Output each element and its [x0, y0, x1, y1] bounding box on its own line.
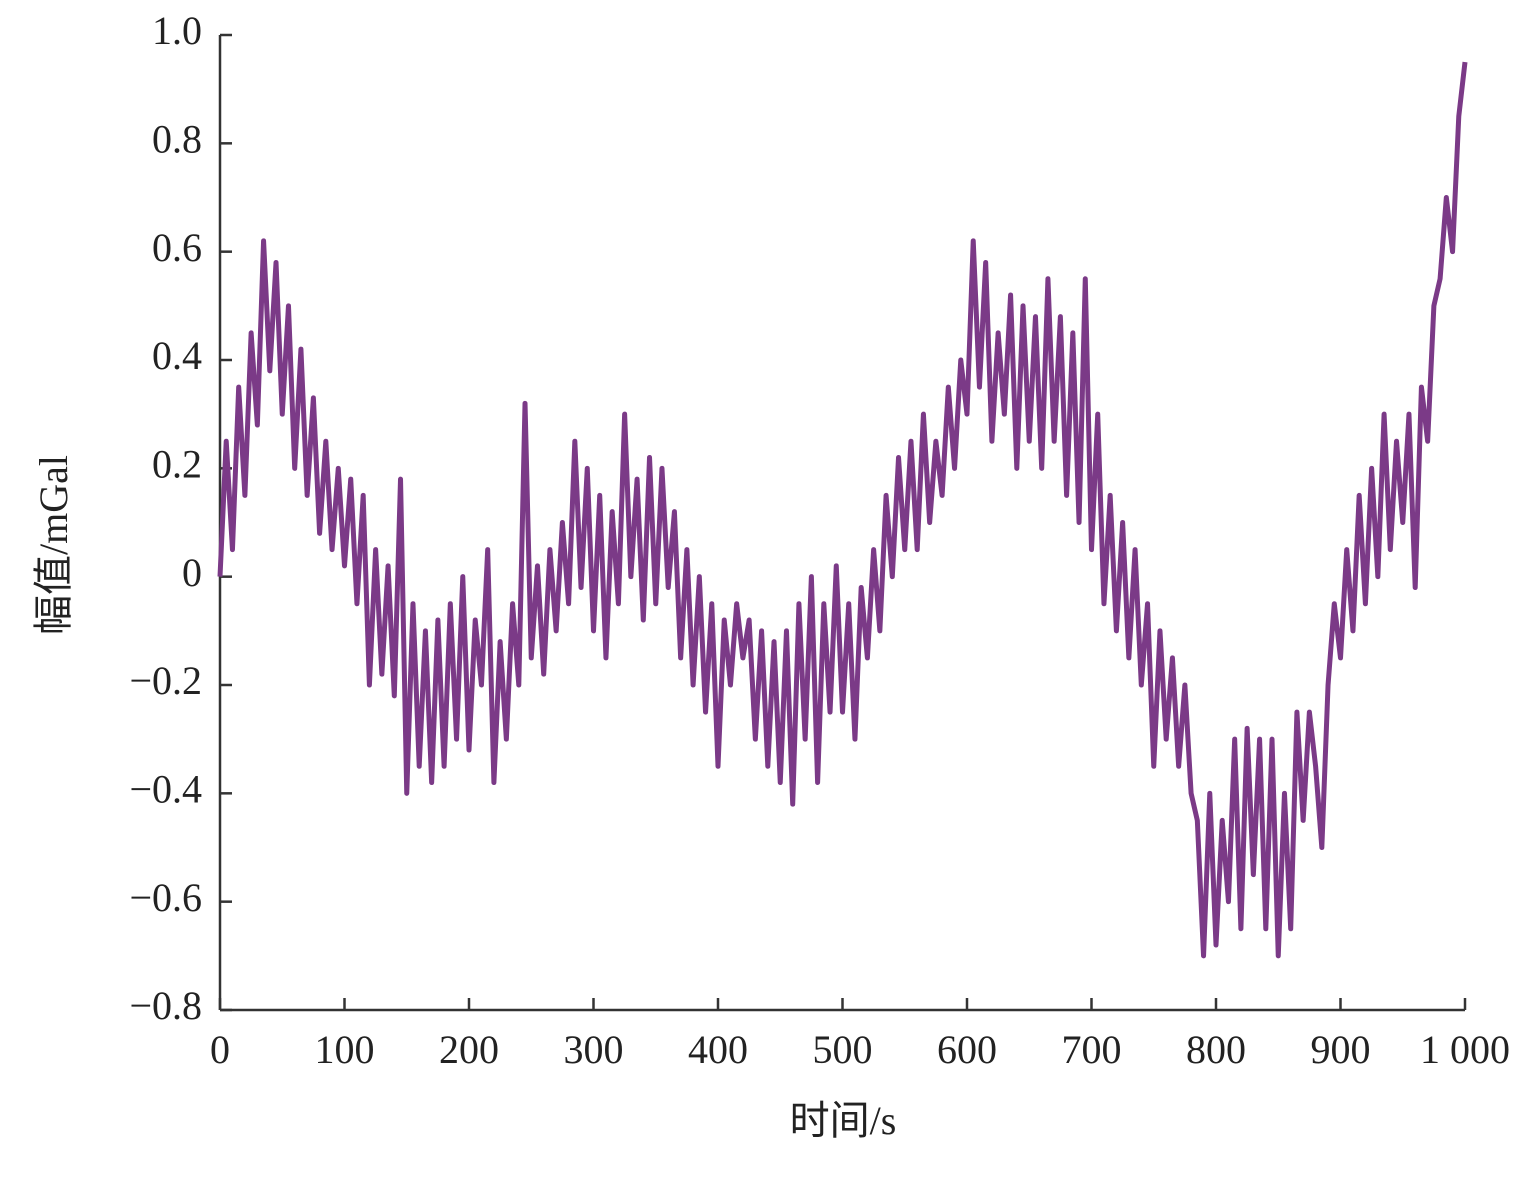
- y-tick-label: −0.2: [129, 658, 202, 703]
- x-tick-label: 300: [564, 1027, 624, 1072]
- y-tick-label: −0.4: [129, 767, 202, 812]
- x-tick-label: 500: [813, 1027, 873, 1072]
- y-tick-label: −0.8: [129, 983, 202, 1028]
- y-tick-label: −0.6: [129, 875, 202, 920]
- x-tick-label: 800: [1186, 1027, 1246, 1072]
- y-tick-label: 0.6: [152, 225, 202, 270]
- x-tick-label: 0: [210, 1027, 230, 1072]
- y-axis-label: 幅值/mGal: [31, 455, 76, 635]
- x-tick-label: 1 000: [1420, 1027, 1510, 1072]
- y-tick-label: 0: [182, 550, 202, 595]
- x-tick-label: 600: [937, 1027, 997, 1072]
- x-axis-label: 时间/s: [790, 1098, 897, 1143]
- y-tick-label: 0.2: [152, 442, 202, 487]
- x-tick-label: 200: [439, 1027, 499, 1072]
- y-tick-label: 0.4: [152, 333, 202, 378]
- y-tick-label: 0.8: [152, 117, 202, 162]
- x-tick-label: 400: [688, 1027, 748, 1072]
- x-tick-label: 700: [1062, 1027, 1122, 1072]
- y-tick-label: 1.0: [152, 8, 202, 53]
- x-tick-label: 100: [315, 1027, 375, 1072]
- line-series: [217, 61, 1468, 959]
- x-tick-label: 900: [1311, 1027, 1371, 1072]
